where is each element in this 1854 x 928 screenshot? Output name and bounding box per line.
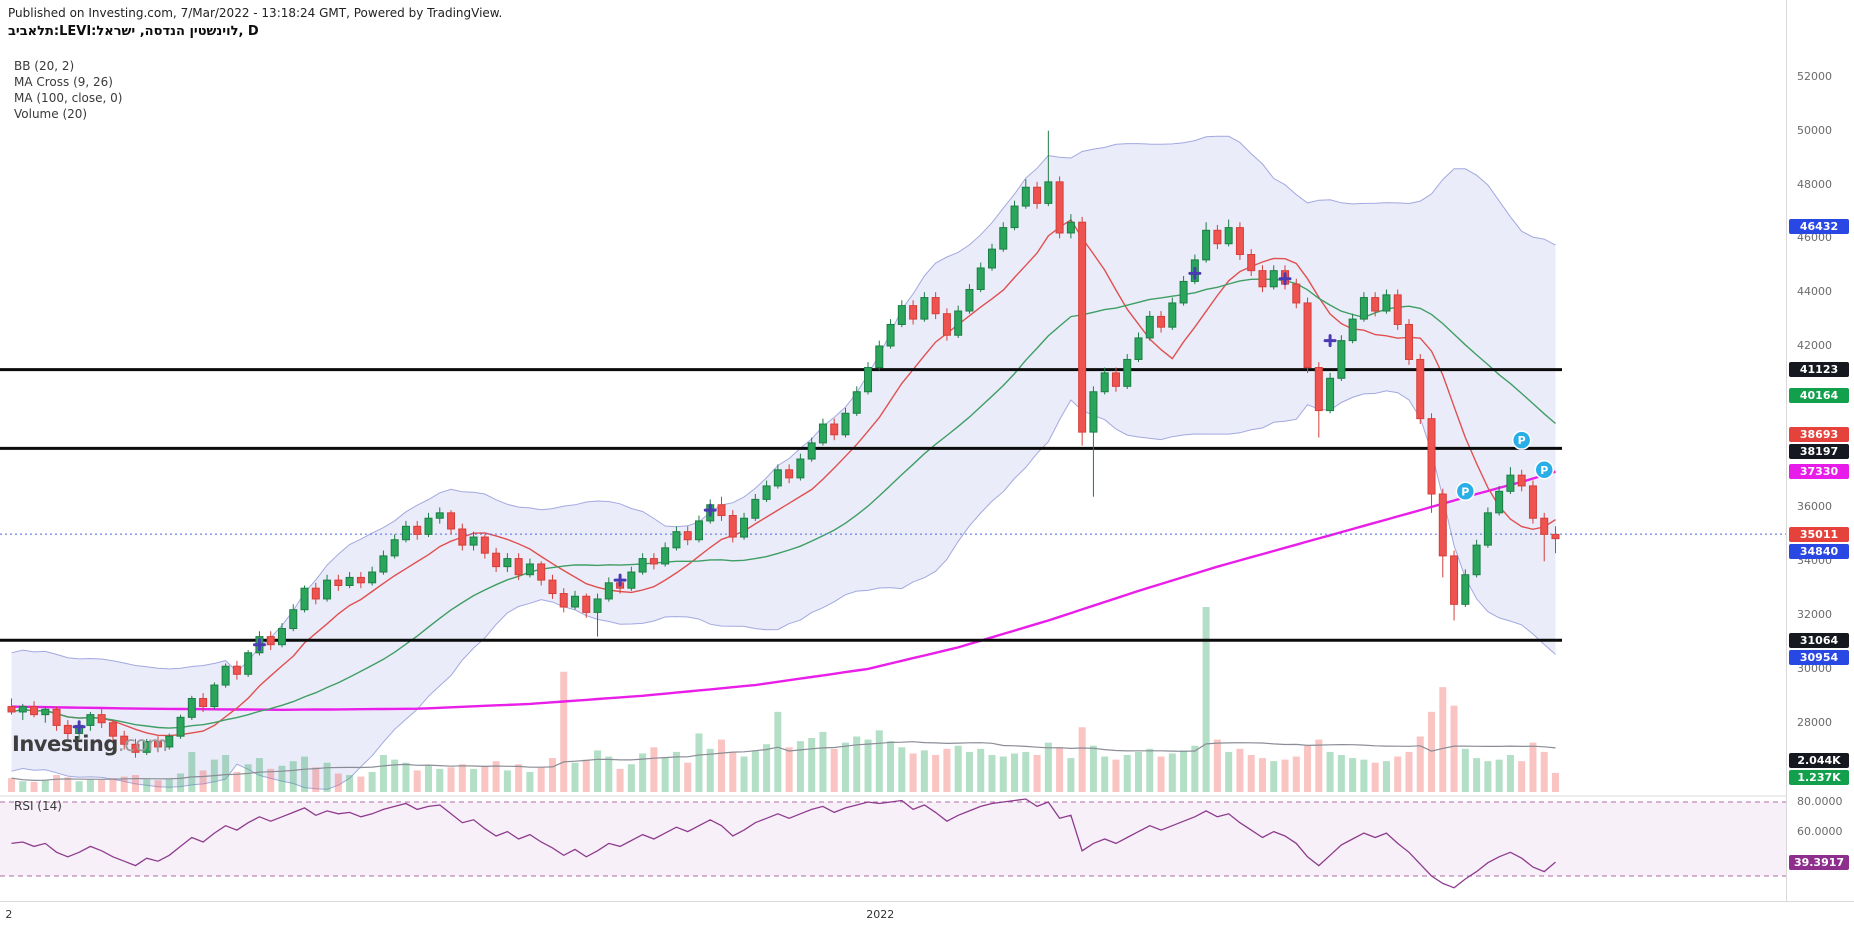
price-tick-label: 46000	[1797, 231, 1832, 245]
ma9-line	[11, 218, 1556, 737]
ma-cross-marker	[703, 503, 717, 517]
ma-cross-marker	[252, 638, 266, 652]
axis-price-badge: 46432	[1789, 219, 1849, 235]
axis-price-badge: 2.044K	[1789, 752, 1849, 768]
axis-price-badge: 1.237K	[1789, 769, 1849, 785]
logo-text-light: .com	[117, 732, 168, 756]
chart-surface[interactable]: P P P	[0, 0, 1786, 928]
axis-price-badge: 40164	[1789, 387, 1849, 403]
rsi-plot	[0, 798, 1786, 889]
price-axis[interactable]: 5200050000480004600044000420004000038000…	[1786, 0, 1854, 901]
time-axis[interactable]: 2 2022	[0, 901, 1854, 928]
indicator-label-bb: BB (20, 2)	[14, 59, 75, 73]
price-tick-label: 30000	[1797, 661, 1832, 675]
price-tick-label: 36000	[1797, 500, 1832, 514]
price-tick-label: 42000	[1797, 339, 1832, 352]
price-tick-label: 50000	[1797, 123, 1832, 137]
price-tick-label: 48000	[1797, 177, 1832, 191]
axis-price-badge: 34840	[1789, 543, 1849, 559]
indicator-labels: BB (20, 2) MA Cross (9, 26) MA (100, clo…	[14, 58, 122, 122]
price-tick-label: 52000	[1797, 69, 1832, 83]
axis-price-badge: 38197	[1789, 444, 1849, 460]
axis-price-badge: 41123	[1789, 362, 1849, 378]
ma-cross-markers	[72, 266, 1337, 734]
axis-price-badge: 38693	[1789, 427, 1849, 443]
ma-cross-marker	[72, 720, 86, 734]
ma-cross-marker	[613, 573, 627, 587]
axis-price-badge: 30954	[1789, 649, 1849, 665]
logo-text-bold: Investing	[12, 732, 118, 756]
price-tick-label: 28000	[1797, 715, 1832, 729]
indicator-label-ma-cross: MA Cross (9, 26)	[14, 75, 113, 89]
svg-text:P: P	[1518, 434, 1526, 447]
volume-ma-line	[11, 741, 1556, 782]
candlesticks	[7, 130, 1560, 758]
indicator-label-volume: Volume (20)	[14, 107, 88, 121]
ma-cross-marker	[1278, 272, 1292, 286]
svg-text:P: P	[1540, 464, 1548, 477]
svg-text:P: P	[1461, 485, 1469, 498]
rsi-indicator-label: RSI (14)	[14, 799, 62, 813]
published-line: Published on Investing.com, 7/Mar/2022 -…	[8, 6, 503, 20]
price-tick-label: 32000	[1797, 608, 1832, 622]
time-axis-label: 2022	[866, 908, 895, 921]
time-axis-label: 2	[5, 908, 13, 921]
bollinger-band	[11, 135, 1556, 790]
investing-logo: Investing.com	[12, 732, 168, 756]
ma-cross-marker	[1323, 334, 1337, 348]
indicator-label-ma100: MA (100, close, 0)	[14, 91, 123, 105]
p-pin-marker[interactable]: P	[1511, 430, 1532, 450]
rsi-tick-label: 80.0000	[1797, 795, 1843, 808]
axis-price-badge: 31064	[1789, 632, 1849, 648]
ma-cross-marker	[1188, 266, 1202, 280]
rsi-tick-label: 60.0000	[1797, 824, 1843, 838]
axis-price-badge: 37330	[1789, 464, 1849, 480]
axis-price-badge: 35011	[1789, 526, 1849, 542]
axis-price-badge: 39.3917	[1789, 854, 1849, 870]
p-pin-marker[interactable]: P	[1534, 460, 1554, 480]
header: Published on Investing.com, 7/Mar/2022 -…	[8, 6, 502, 39]
symbol-title: תלאביב:LEVI:לוינשטין הנדסה, ישראל, D	[8, 24, 259, 39]
p-pin-marker[interactable]: P	[1455, 481, 1476, 502]
volume-bars	[8, 607, 1559, 792]
price-tick-label: 44000	[1797, 285, 1832, 299]
